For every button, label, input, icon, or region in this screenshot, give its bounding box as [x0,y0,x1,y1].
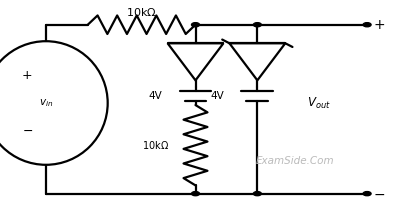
Text: $-$: $-$ [373,187,385,201]
Circle shape [363,192,371,196]
Text: +: + [22,69,33,82]
Text: $V_{out}$: $V_{out}$ [307,95,331,111]
Text: ExamSide.Com: ExamSide.Com [256,156,335,166]
Text: +: + [373,18,385,32]
Text: $-$: $-$ [22,124,33,137]
Circle shape [253,192,261,196]
Text: $v_{in}$: $v_{in}$ [39,97,53,109]
Circle shape [363,23,371,27]
Circle shape [253,23,261,27]
Text: 10k$\Omega$: 10k$\Omega$ [126,6,157,18]
Text: 4V: 4V [149,91,162,101]
Circle shape [192,192,200,196]
Text: 4V: 4V [211,91,224,101]
Circle shape [192,23,200,27]
Text: 10k$\Omega$: 10k$\Omega$ [142,139,169,151]
